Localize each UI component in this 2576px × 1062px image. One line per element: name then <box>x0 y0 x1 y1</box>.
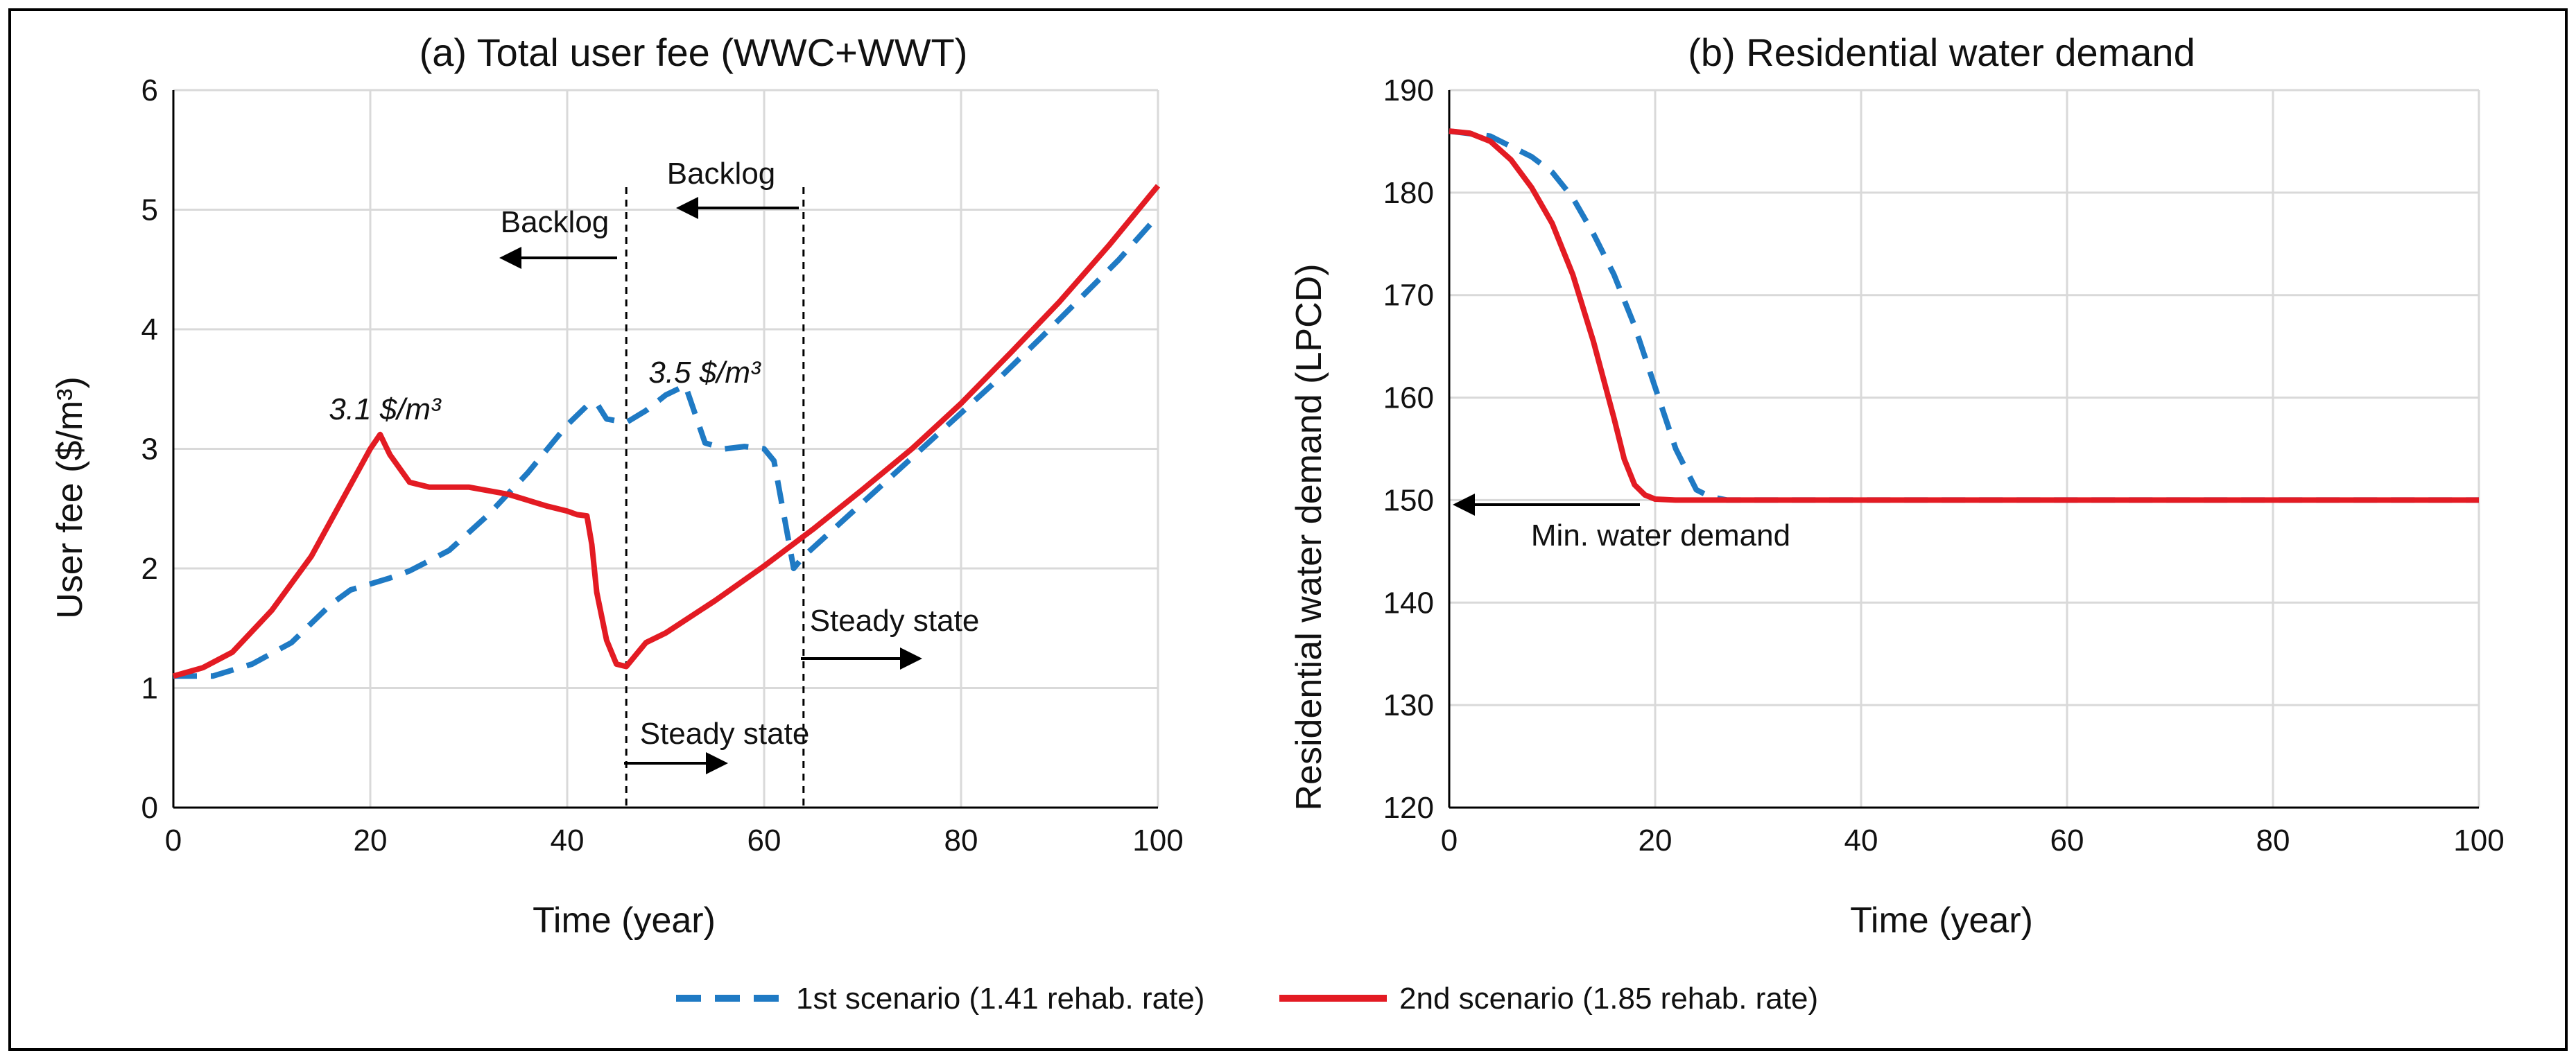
panel-a-y-axis-title: User fee ($/m³) <box>50 376 90 619</box>
x-tick-label: 20 <box>354 824 388 858</box>
annotation-peak-1st: 3.5 $/m³ <box>648 356 761 390</box>
x-tick-label: 80 <box>2256 824 2290 858</box>
x-tick-label: 40 <box>551 824 585 858</box>
y-tick-label: 170 <box>1383 279 1434 313</box>
x-tick-label: 80 <box>944 824 978 858</box>
panel-a-title: (a) Total user fee (WWC+WWT) <box>420 31 968 74</box>
series-line-1st-scenario <box>173 214 1160 679</box>
panel-b-y-axis-title: Residential water demand (LPCD) <box>1289 263 1329 810</box>
x-tick-label: 40 <box>1844 824 1878 858</box>
annotation-peak-2nd: 3.1 $/m³ <box>329 392 442 426</box>
x-tick-label: 100 <box>1132 824 1183 858</box>
panel-b-grid <box>1448 89 2480 809</box>
y-tick-label: 190 <box>1383 73 1434 107</box>
backlog-arrow-1 <box>499 247 617 269</box>
steady-state-arrow-1 <box>801 647 922 670</box>
panel-a-series <box>172 184 1161 679</box>
panel-a-backlog-boundaries <box>625 187 805 808</box>
y-tick-label: 4 <box>141 313 158 347</box>
series-line-2nd-scenario <box>172 184 1161 679</box>
panel-b-water-demand: (b) Residential water demand 0 20 40 60 80 10… <box>1289 31 2505 941</box>
annotation-backlog-2: Backlog <box>667 157 776 191</box>
y-tick-label: 6 <box>141 73 158 107</box>
steady-state-arrow-2 <box>624 752 728 774</box>
panel-b-series <box>1449 128 2479 503</box>
min-demand-arrow <box>1453 494 1640 516</box>
panel-a-tick-labels: 0 20 40 60 80 100 0 1 2 3 4 5 6 <box>141 73 1184 858</box>
series-line-1st-scenario <box>1449 128 2479 503</box>
annotation-steady-state-2: Steady state <box>640 717 810 751</box>
y-tick-label: 140 <box>1383 586 1434 620</box>
panel-b-tick-labels: 0 20 40 60 80 100 120 130 140 150 160 170 180 190 <box>1383 73 2505 858</box>
legend: 1st scenario (1.41 rehab. rate) 2nd scen… <box>676 982 1818 1016</box>
y-tick-label: 130 <box>1383 688 1434 722</box>
x-tick-label: 100 <box>2453 824 2504 858</box>
y-tick-label: 160 <box>1383 381 1434 415</box>
legend-label-2nd: 2nd scenario (1.85 rehab. rate) <box>1399 982 1818 1016</box>
annotation-backlog-1: Backlog <box>501 205 610 239</box>
y-tick-label: 120 <box>1383 791 1434 825</box>
backlog-arrow-2 <box>676 197 799 219</box>
panel-b-title: (b) Residential water demand <box>1688 31 2195 74</box>
annotation-steady-state-1: Steady state <box>810 604 980 638</box>
y-tick-label: 150 <box>1383 483 1434 517</box>
series-line-2nd-scenario <box>1449 128 2479 503</box>
x-tick-label: 0 <box>1441 824 1458 858</box>
y-tick-label: 0 <box>141 791 158 825</box>
x-tick-label: 20 <box>1639 824 1672 858</box>
panel-a-user-fee: (a) Total user fee (WWC+WWT) 0 20 40 60 80 10… <box>50 31 1184 941</box>
y-tick-label: 2 <box>141 552 158 586</box>
x-tick-label: 60 <box>747 824 781 858</box>
x-tick-label: 0 <box>165 824 182 858</box>
figure-frame <box>8 8 2568 1051</box>
panel-a-grid <box>172 89 1159 809</box>
panel-b-x-axis-title: Time (year) <box>1850 900 2033 941</box>
legend-label-1st: 1st scenario (1.41 rehab. rate) <box>796 982 1204 1016</box>
panel-a-x-axis-title: Time (year) <box>533 900 716 941</box>
annotation-min-water-demand: Min. water demand <box>1531 519 1790 552</box>
panel-a-annotations: 3.1 $/m³ 3.5 $/m³ Backlog Backlog Steady… <box>329 157 979 774</box>
x-tick-label: 60 <box>2050 824 2084 858</box>
y-tick-label: 180 <box>1383 176 1434 210</box>
y-tick-label: 5 <box>141 193 158 227</box>
y-tick-label: 3 <box>141 433 158 467</box>
y-tick-label: 1 <box>141 672 158 706</box>
